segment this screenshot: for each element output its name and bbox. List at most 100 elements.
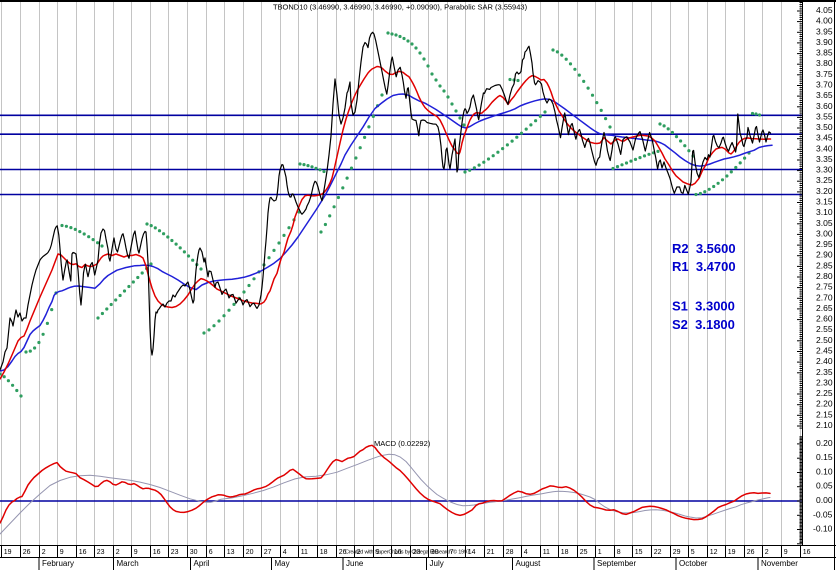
svg-text:2.95: 2.95 [816, 239, 833, 249]
svg-text:MACD (0.02292): MACD (0.02292) [374, 439, 431, 448]
svg-text:3.55: 3.55 [816, 111, 833, 121]
svg-text:2: 2 [765, 549, 769, 556]
svg-text:9: 9 [784, 549, 788, 556]
svg-text:5: 5 [691, 549, 695, 556]
svg-text:3.30: 3.30 [816, 165, 833, 175]
svg-text:26: 26 [747, 549, 755, 556]
svg-text:-0.10: -0.10 [813, 524, 833, 534]
svg-text:-0.05: -0.05 [813, 509, 833, 519]
svg-text:12: 12 [710, 549, 718, 556]
svg-text:3.25: 3.25 [816, 175, 833, 185]
svg-text:29: 29 [673, 549, 681, 556]
svg-text:26: 26 [339, 549, 347, 556]
svg-text:2: 2 [357, 549, 361, 556]
svg-text:November: November [761, 559, 798, 568]
svg-text:16: 16 [394, 549, 402, 556]
svg-text:26: 26 [23, 549, 31, 556]
svg-text:February: February [42, 559, 74, 568]
svg-text:2.70: 2.70 [816, 292, 833, 302]
svg-text:18: 18 [320, 549, 328, 556]
svg-text:2.65: 2.65 [816, 303, 833, 313]
svg-text:3.20: 3.20 [816, 186, 833, 196]
svg-text:28: 28 [506, 549, 514, 556]
svg-text:3.65: 3.65 [816, 90, 833, 100]
svg-text:3.80: 3.80 [816, 58, 833, 68]
svg-text:TBOND10 (3.46990, 3.46990, 3.4: TBOND10 (3.46990, 3.46990, 3.46990, +0.0… [273, 3, 528, 12]
svg-text:2.20: 2.20 [816, 399, 833, 409]
svg-text:September: September [597, 559, 636, 568]
svg-text:23: 23 [171, 549, 179, 556]
svg-text:16: 16 [803, 549, 811, 556]
svg-text:4.00: 4.00 [816, 16, 833, 26]
svg-text:2.60: 2.60 [816, 314, 833, 324]
svg-text:14: 14 [468, 549, 476, 556]
svg-text:3.15: 3.15 [816, 197, 833, 207]
svg-text:2.75: 2.75 [816, 282, 833, 292]
svg-text:2.30: 2.30 [816, 377, 833, 387]
svg-text:0.10: 0.10 [816, 467, 833, 477]
svg-text:0.15: 0.15 [816, 452, 833, 462]
svg-text:19: 19 [728, 549, 736, 556]
svg-text:0.00: 0.00 [816, 495, 833, 505]
svg-text:2.50: 2.50 [816, 335, 833, 345]
svg-text:S2 3.1800: S2 3.1800 [672, 317, 735, 332]
svg-text:2.40: 2.40 [816, 356, 833, 366]
svg-text:July: July [430, 559, 444, 568]
svg-text:16: 16 [79, 549, 87, 556]
svg-text:2: 2 [42, 549, 46, 556]
svg-text:June: June [346, 559, 364, 568]
svg-text:2.15: 2.15 [816, 409, 833, 419]
svg-text:2.85: 2.85 [816, 260, 833, 270]
svg-text:4.05: 4.05 [816, 5, 833, 15]
svg-text:1: 1 [598, 549, 602, 556]
svg-text:9: 9 [134, 549, 138, 556]
svg-text:2.25: 2.25 [816, 388, 833, 398]
svg-text:9: 9 [376, 549, 380, 556]
svg-text:March: March [117, 559, 139, 568]
svg-text:3.45: 3.45 [816, 133, 833, 143]
svg-text:9: 9 [60, 549, 64, 556]
svg-text:7: 7 [450, 549, 454, 556]
svg-text:18: 18 [561, 549, 569, 556]
svg-text:4: 4 [283, 549, 287, 556]
svg-text:6: 6 [209, 549, 213, 556]
svg-text:23: 23 [413, 549, 421, 556]
svg-text:3.00: 3.00 [816, 228, 833, 238]
svg-text:23: 23 [97, 549, 105, 556]
svg-text:3.10: 3.10 [816, 207, 833, 217]
svg-text:3.90: 3.90 [816, 37, 833, 47]
svg-text:3.85: 3.85 [816, 48, 833, 58]
svg-text:2.45: 2.45 [816, 346, 833, 356]
svg-text:25: 25 [580, 549, 588, 556]
svg-text:30: 30 [431, 549, 439, 556]
svg-text:2.55: 2.55 [816, 324, 833, 334]
svg-text:2: 2 [116, 549, 120, 556]
svg-text:3.05: 3.05 [816, 218, 833, 228]
svg-text:R2 3.5600: R2 3.5600 [672, 241, 736, 256]
svg-text:3.40: 3.40 [816, 143, 833, 153]
svg-text:27: 27 [264, 549, 272, 556]
svg-text:April: April [194, 559, 210, 568]
svg-text:3.75: 3.75 [816, 69, 833, 79]
svg-text:S1 3.3000: S1 3.3000 [672, 299, 735, 314]
svg-text:3.50: 3.50 [816, 122, 833, 132]
svg-text:30: 30 [190, 549, 198, 556]
svg-text:October: October [679, 559, 708, 568]
svg-text:22: 22 [654, 549, 662, 556]
svg-text:3.35: 3.35 [816, 154, 833, 164]
svg-text:2.10: 2.10 [816, 420, 833, 430]
svg-text:15: 15 [635, 549, 643, 556]
svg-text:20: 20 [246, 549, 254, 556]
svg-text:2.90: 2.90 [816, 250, 833, 260]
svg-text:0.05: 0.05 [816, 481, 833, 491]
svg-text:16: 16 [153, 549, 161, 556]
svg-text:13: 13 [227, 549, 235, 556]
svg-text:21: 21 [487, 549, 495, 556]
svg-text:2.80: 2.80 [816, 271, 833, 281]
svg-text:11: 11 [543, 549, 550, 556]
svg-text:3.95: 3.95 [816, 26, 833, 36]
svg-text:3.60: 3.60 [816, 101, 833, 111]
svg-text:4: 4 [524, 549, 528, 556]
svg-text:11: 11 [301, 549, 308, 556]
svg-text:3.70: 3.70 [816, 80, 833, 90]
